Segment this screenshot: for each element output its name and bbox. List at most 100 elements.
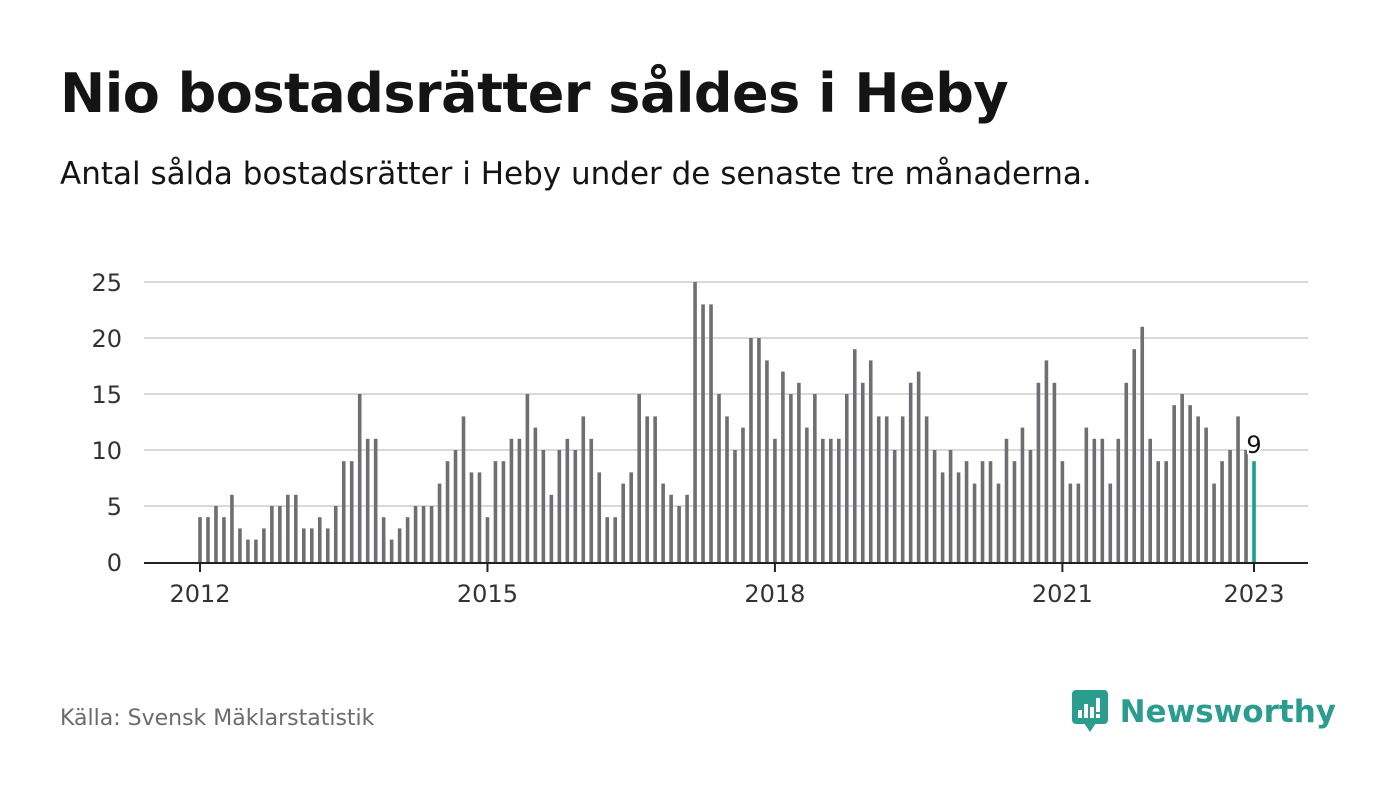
bar (789, 394, 793, 562)
bar (509, 438, 514, 562)
bar (1092, 438, 1097, 562)
bar (781, 371, 785, 562)
bar-chart-speech-bubble-icon (1071, 690, 1108, 732)
bar (797, 382, 801, 562)
bar (246, 539, 250, 562)
bar (852, 349, 857, 562)
bar (341, 461, 346, 562)
bar (1244, 450, 1248, 562)
bar (924, 416, 929, 562)
bar (333, 506, 338, 562)
bar (613, 517, 618, 562)
bar (749, 338, 753, 562)
bar (1196, 416, 1200, 562)
bar (517, 438, 522, 562)
bar (429, 506, 434, 562)
bar (1020, 427, 1025, 562)
y-tick-label: 10 (91, 437, 122, 465)
bar (349, 461, 354, 562)
bar (709, 304, 713, 562)
bar (485, 517, 490, 562)
bar (317, 517, 322, 562)
brand-name: Newsworthy (1119, 694, 1336, 730)
bar (238, 528, 242, 562)
bar (325, 528, 330, 562)
bar (230, 494, 234, 562)
bar (980, 461, 985, 562)
bar (381, 517, 386, 562)
bar (389, 539, 394, 562)
bar (1068, 483, 1073, 562)
bar (437, 483, 442, 562)
bar (773, 438, 777, 562)
bar (493, 461, 498, 562)
bar (1172, 405, 1176, 562)
bar (286, 494, 290, 562)
bar (573, 450, 578, 562)
bar (637, 394, 641, 562)
bar (837, 438, 841, 562)
bar (1148, 438, 1153, 562)
bar (884, 416, 889, 562)
brand-logo[interactable]: Newsworthy (1071, 690, 1336, 734)
bar (940, 472, 945, 562)
bar (677, 506, 681, 562)
bar (214, 506, 218, 562)
bar (1180, 394, 1184, 562)
bar (413, 506, 418, 562)
bar (1052, 382, 1057, 562)
bar (908, 382, 913, 562)
bar (1100, 438, 1105, 562)
bar (501, 461, 506, 562)
bar (996, 483, 1001, 562)
chart-title: Nio bostadsrätter såldes i Heby (60, 62, 1009, 125)
bar (1108, 483, 1113, 562)
bar-chart: 0 5 10 15 20 25 2012 2015 2018 2021 2023 9 (91, 269, 1308, 608)
bar (541, 450, 546, 562)
bar (932, 450, 937, 562)
x-tick-label: 2018 (744, 580, 805, 608)
bar (198, 517, 202, 562)
bar (821, 438, 825, 562)
bar (956, 472, 961, 562)
chart-subtitle: Antal sålda bostadsrätter i Heby under d… (60, 156, 1092, 192)
bar (1164, 461, 1168, 562)
source-note: Källa: Svensk Mäklarstatistik (60, 706, 375, 731)
bar (1028, 450, 1033, 562)
bar (1132, 349, 1137, 562)
bar (645, 416, 649, 562)
bar (549, 494, 554, 562)
bar (1084, 427, 1089, 562)
bar (477, 472, 482, 562)
bar (453, 450, 458, 562)
y-tick-label: 25 (91, 269, 122, 297)
labels: 0 5 10 15 20 25 2012 2015 2018 2021 2023 9 (91, 269, 1284, 608)
bar (1236, 416, 1240, 562)
bar (860, 382, 865, 562)
bar (206, 517, 210, 562)
bar (629, 472, 633, 562)
bar (270, 506, 274, 562)
x-tick-label: 2012 (169, 580, 230, 608)
bar (813, 394, 817, 562)
bar (597, 472, 602, 562)
bar (589, 438, 594, 562)
bar (469, 472, 474, 562)
x-tick-label: 2015 (457, 580, 518, 608)
bar (948, 450, 953, 562)
bar (1076, 483, 1081, 562)
bar (988, 461, 993, 562)
bar (278, 506, 282, 562)
bar (661, 483, 665, 562)
y-tick-label: 5 (107, 493, 122, 521)
bar (717, 394, 721, 562)
axes (144, 562, 1308, 572)
bar (421, 506, 426, 562)
bar (892, 450, 897, 562)
bar (844, 394, 849, 562)
bar (685, 494, 689, 562)
bar (972, 483, 977, 562)
bar (397, 528, 402, 562)
bar (365, 438, 370, 562)
bar (916, 371, 921, 562)
